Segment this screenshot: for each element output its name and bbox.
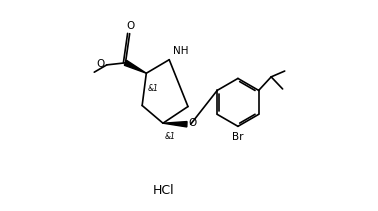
Text: &1: &1: [147, 84, 158, 93]
Text: HCl: HCl: [153, 184, 175, 197]
Text: O: O: [97, 59, 105, 69]
Text: Br: Br: [232, 131, 244, 142]
Text: O: O: [127, 20, 135, 31]
Text: O: O: [188, 118, 196, 128]
Polygon shape: [163, 122, 187, 127]
Text: &1: &1: [165, 131, 175, 141]
Text: NH: NH: [173, 46, 189, 55]
Polygon shape: [124, 60, 146, 73]
